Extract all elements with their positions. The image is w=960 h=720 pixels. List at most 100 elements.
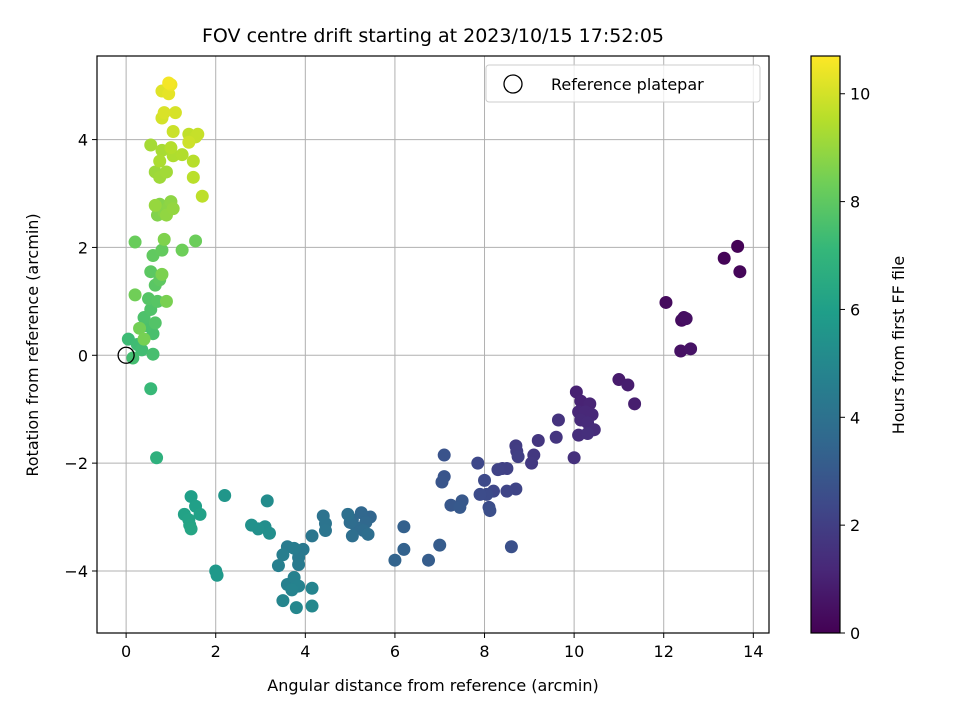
- data-point: [628, 397, 642, 411]
- legend: Reference platepar: [485, 64, 761, 103]
- data-point: [184, 490, 198, 504]
- data-point: [345, 529, 359, 543]
- y-axis-ticks: −4 −2 0 2 4: [64, 131, 97, 581]
- data-point: [148, 198, 162, 212]
- data-point: [168, 106, 182, 120]
- data-point: [166, 124, 180, 138]
- data-point: [184, 522, 198, 536]
- data-point: [435, 475, 449, 489]
- data-point: [731, 239, 745, 253]
- data-point: [166, 202, 180, 216]
- x-tick-label: 12: [654, 642, 674, 661]
- data-point: [531, 433, 545, 447]
- data-point: [133, 321, 147, 335]
- x-axis-label: Angular distance from reference (arcmin): [267, 676, 598, 695]
- data-point: [150, 451, 164, 465]
- y-tick-label: 4: [78, 131, 88, 150]
- data-point: [471, 456, 485, 470]
- data-point: [318, 524, 332, 538]
- data-point: [182, 135, 196, 149]
- reference-platepar-marker: [117, 346, 135, 364]
- data-point: [388, 553, 402, 567]
- data-point: [135, 343, 149, 357]
- colorbar-tick-label: 4: [850, 408, 860, 427]
- colorbar-tick-label: 10: [850, 85, 870, 104]
- data-point: [210, 568, 224, 582]
- data-point: [276, 594, 290, 608]
- data-point: [153, 154, 167, 168]
- x-tick-label: 14: [743, 642, 763, 661]
- colorbar-tick-label: 0: [850, 624, 860, 643]
- legend-reference-marker: [503, 74, 523, 94]
- legend-box: [485, 64, 761, 103]
- colorbar-tick-label: 8: [850, 193, 860, 212]
- data-point: [191, 127, 205, 141]
- data-point: [659, 295, 673, 309]
- x-tick-label: 8: [479, 642, 489, 661]
- data-point: [193, 507, 207, 521]
- data-point: [144, 138, 158, 152]
- x-axis-ticks: 0 2 4 6 8 10 12 14: [121, 633, 763, 661]
- data-point: [262, 526, 276, 540]
- data-point: [717, 251, 731, 265]
- colorbar-frame: [810, 55, 841, 634]
- colorbar-ticks: 0 2 4 6 8 10: [840, 85, 870, 643]
- data-point: [155, 267, 169, 281]
- colorbar-tick-label: 6: [850, 300, 860, 319]
- x-tick-label: 2: [211, 642, 221, 661]
- data-point: [341, 507, 355, 521]
- data-point: [157, 232, 171, 246]
- data-point: [218, 488, 232, 502]
- data-point: [150, 294, 164, 308]
- data-point: [287, 541, 301, 555]
- data-point: [245, 518, 259, 532]
- data-point: [511, 450, 525, 464]
- data-point: [491, 463, 505, 477]
- data-point: [525, 456, 539, 470]
- data-point: [422, 553, 436, 567]
- colorbar-fill: [811, 56, 840, 633]
- y-tick-label: −2: [64, 454, 88, 473]
- data-point: [146, 347, 160, 361]
- data-point: [397, 520, 411, 534]
- data-point: [500, 484, 514, 498]
- data-point: [504, 540, 518, 554]
- data-point: [276, 548, 290, 562]
- data-point: [144, 265, 158, 279]
- data-point: [473, 487, 487, 501]
- data-point: [148, 316, 162, 330]
- data-point: [186, 154, 200, 168]
- plot-frame: [96, 55, 770, 634]
- data-point: [159, 294, 173, 308]
- data-point: [155, 243, 169, 257]
- data-point: [354, 506, 368, 520]
- data-point: [159, 165, 173, 179]
- data-point: [549, 430, 563, 444]
- data-points: [121, 76, 747, 615]
- data-point: [157, 106, 171, 120]
- grid-lines: [97, 56, 769, 633]
- chart-title: FOV centre drift starting at 2023/10/15 …: [202, 25, 664, 47]
- y-tick-label: −4: [64, 562, 88, 581]
- data-point: [581, 426, 595, 440]
- data-point: [285, 583, 299, 597]
- x-tick-label: 0: [121, 642, 131, 661]
- data-point: [260, 494, 274, 508]
- x-tick-label: 10: [564, 642, 584, 661]
- data-point: [186, 170, 200, 184]
- data-point: [453, 500, 467, 514]
- data-point: [175, 243, 189, 257]
- data-point: [674, 344, 688, 358]
- data-point: [189, 234, 203, 248]
- data-point: [305, 529, 319, 543]
- data-point: [397, 542, 411, 556]
- data-point: [621, 378, 635, 392]
- data-point: [126, 351, 140, 365]
- colorbar-label: Hours from first FF file: [889, 256, 908, 435]
- data-point: [128, 235, 142, 249]
- data-point: [162, 76, 176, 90]
- data-point: [195, 189, 209, 203]
- x-tick-label: 6: [390, 642, 400, 661]
- data-point: [483, 504, 497, 518]
- data-point: [361, 527, 375, 541]
